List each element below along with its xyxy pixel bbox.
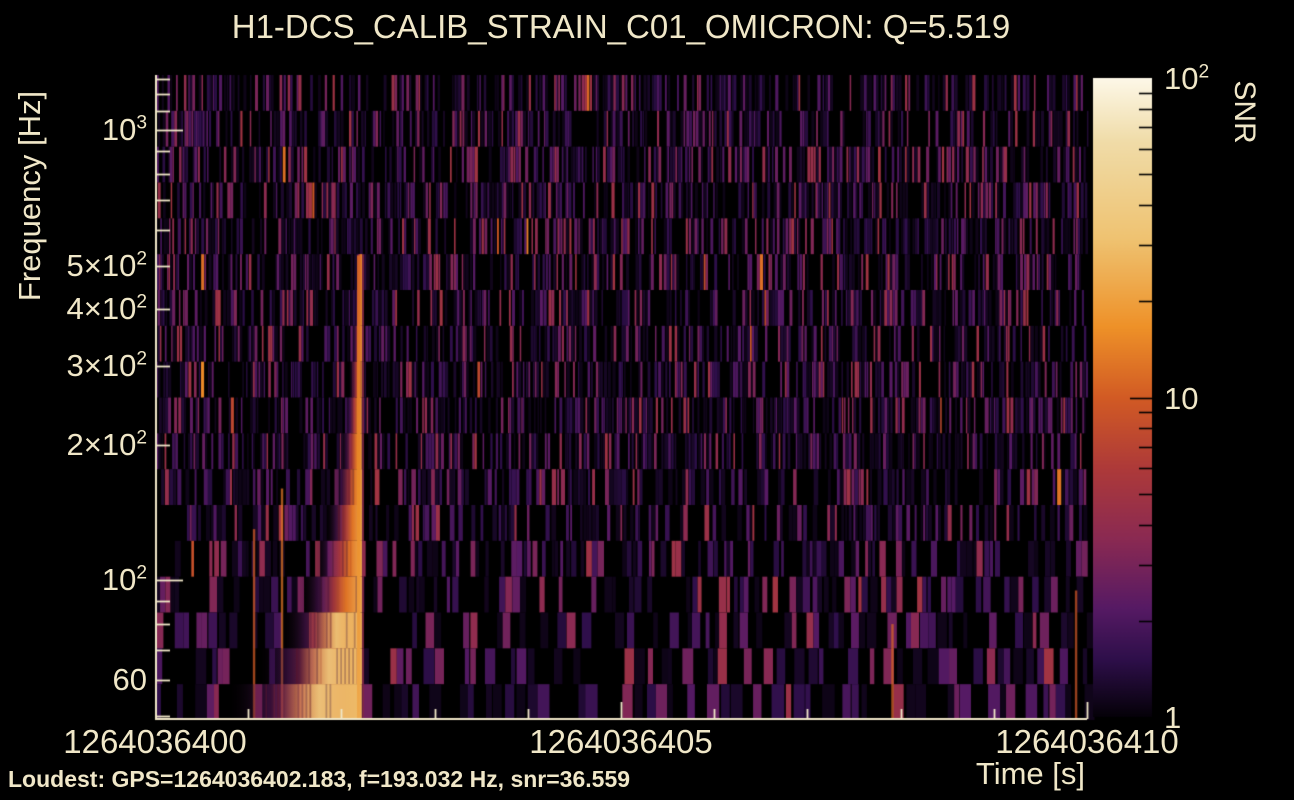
colorbar-tick-label: 1: [1164, 700, 1182, 735]
colorbar-tick-label: 102: [1164, 61, 1210, 96]
loudest-event-text: Loudest: GPS=1264036402.183, f=193.032 H…: [8, 766, 631, 792]
x-tick-label: 1264036405: [529, 723, 713, 760]
x-tick-label: 1264036400: [63, 723, 247, 760]
y-tick-label: 2×102: [66, 426, 147, 462]
plot-title: H1-DCS_CALIB_STRAIN_C01_OMICRON: Q=5.519: [231, 8, 1011, 45]
y-tick-label: 3×102: [66, 347, 147, 383]
y-tick-label: 60: [112, 662, 147, 698]
x-tick-label: 1264036410: [995, 723, 1179, 760]
colorbar-label: SNR: [1228, 80, 1261, 144]
y-tick-label: 102: [101, 562, 147, 598]
y-tick-label: 5×102: [66, 247, 147, 283]
colorbar-tick-label: 10: [1164, 380, 1199, 416]
x-axis-label: Time [s]: [975, 756, 1085, 791]
y-tick-label: 4×102: [66, 291, 147, 327]
y-tick-label: 103: [101, 112, 147, 148]
